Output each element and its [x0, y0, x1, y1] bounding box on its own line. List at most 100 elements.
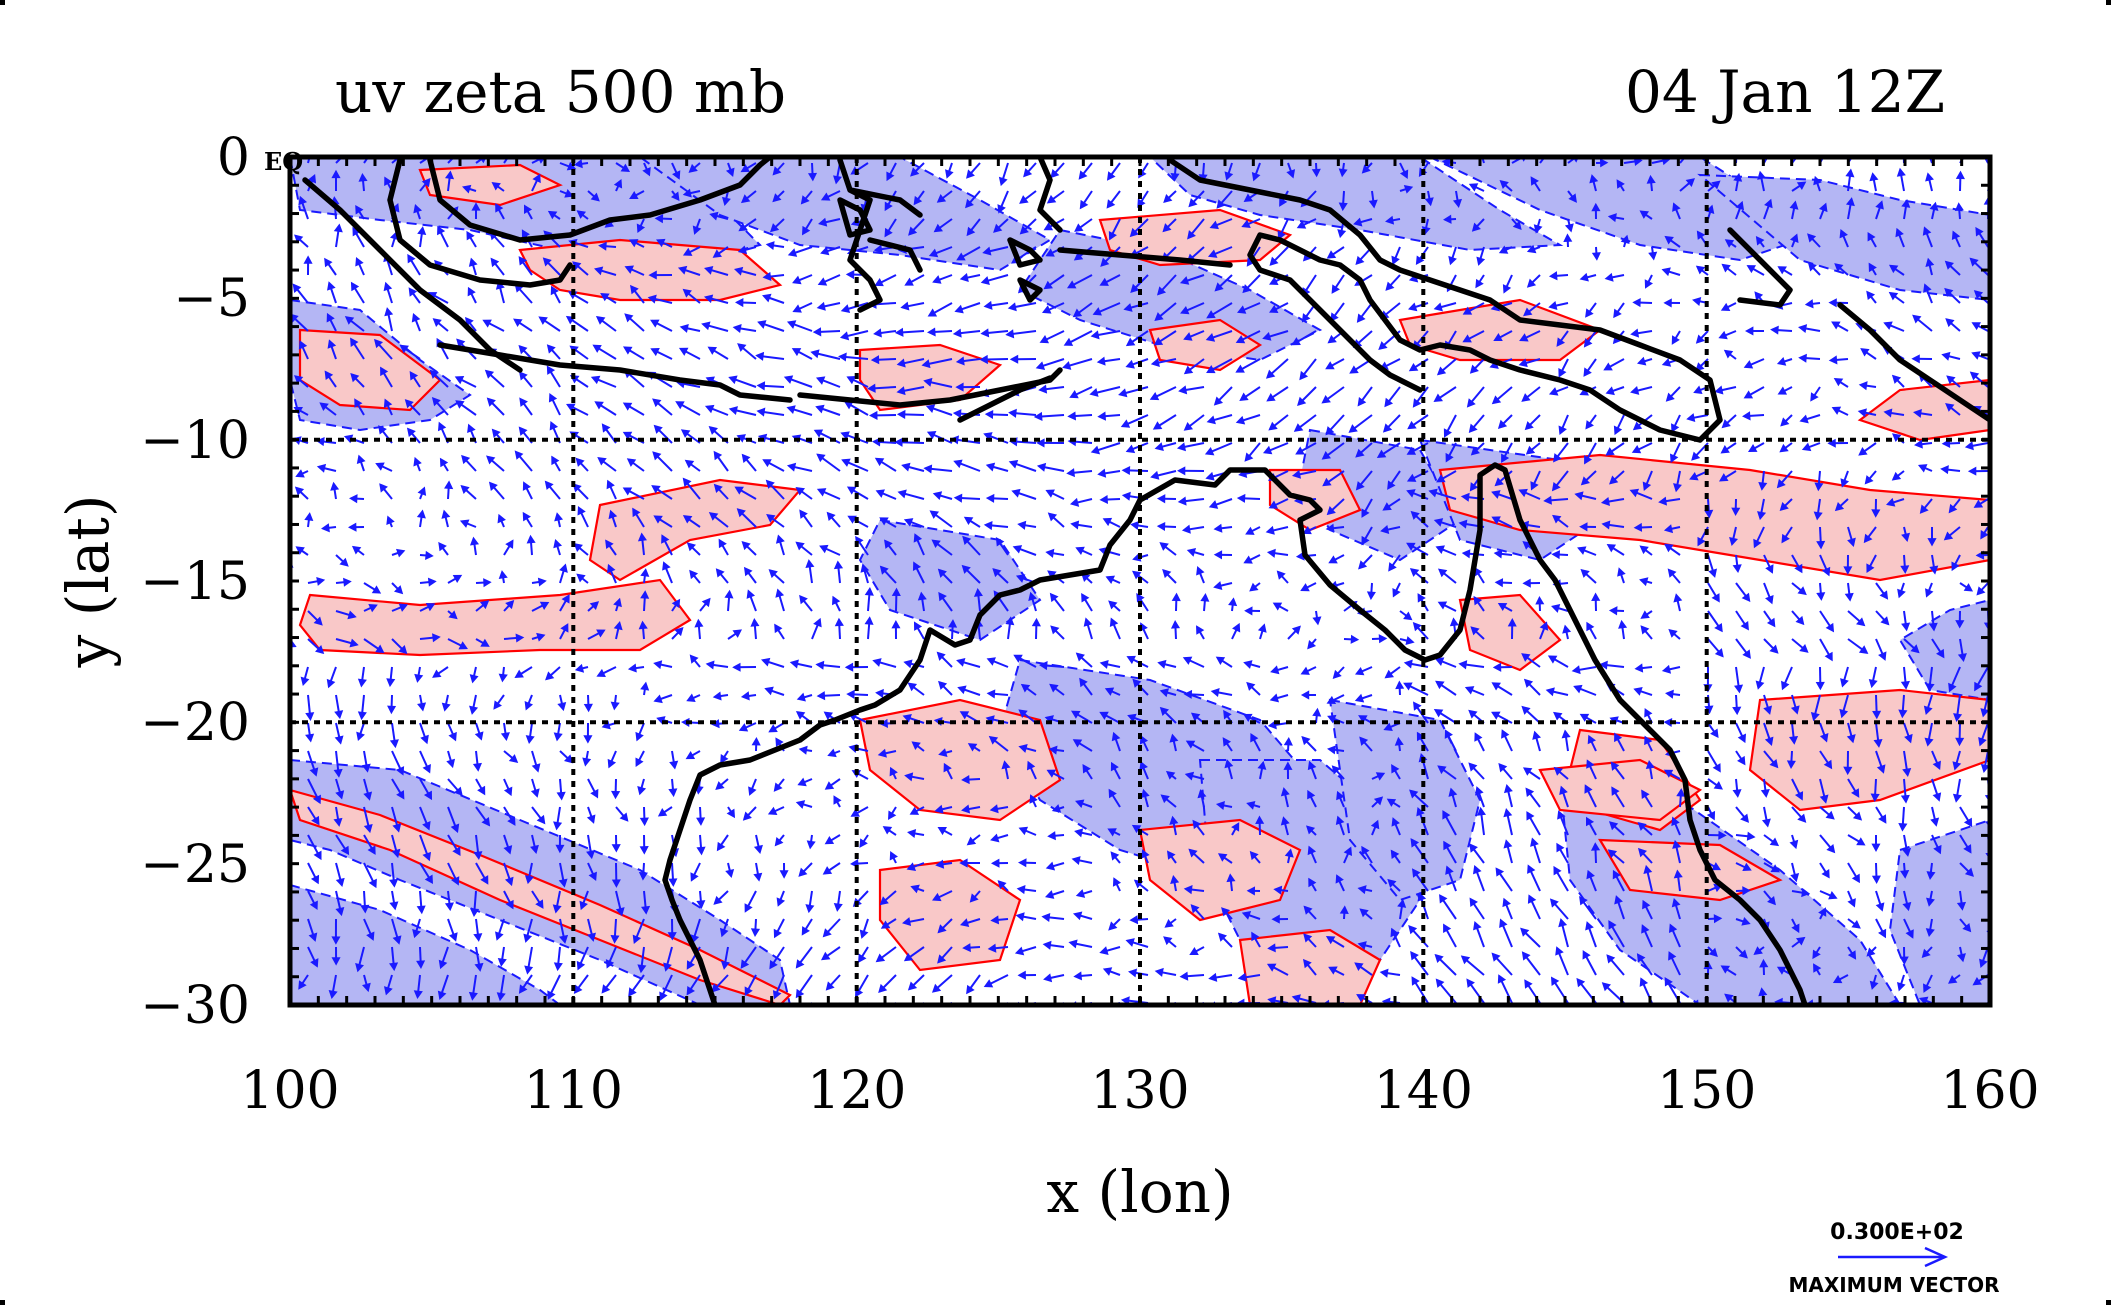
wind-vector-head: [1633, 687, 1643, 696]
wind-vector-head: [945, 169, 954, 179]
wind-vector: [270, 372, 280, 387]
wind-vector-head: [1926, 149, 1932, 155]
wind-vector-head: [1049, 592, 1059, 603]
wind-vector-head: [339, 557, 349, 567]
wind-vector-head: [1073, 251, 1084, 261]
wind-vector-head: [1452, 198, 1463, 208]
wind-vector-head: [1305, 825, 1316, 835]
wind-vector-head: [1737, 755, 1746, 766]
wind-vector-head: [357, 678, 367, 688]
wind-vector-head: [966, 836, 977, 846]
wind-vector-head: [1243, 713, 1253, 722]
wind-vector-head: [1522, 578, 1531, 588]
wind-vector-head: [1026, 760, 1036, 771]
wind-vector-head: [1224, 759, 1234, 769]
wind-vector: [1679, 157, 1687, 164]
wind-vector-head: [1714, 622, 1723, 633]
wind-vector-head: [726, 808, 736, 819]
wind-vector-head: [1858, 447, 1868, 456]
wind-vector: [278, 177, 280, 191]
wind-vector-head: [1571, 665, 1581, 675]
wind-vector-head: [1139, 734, 1149, 745]
wind-vector-head: [522, 511, 531, 522]
wind-vector-head: [1068, 939, 1078, 949]
wind-vector-head: [1183, 885, 1193, 895]
wind-vector-head: [1062, 361, 1072, 370]
wind-vector-head: [959, 711, 970, 720]
wind-vector-head: [1074, 828, 1084, 838]
wind-vector-head: [767, 806, 778, 816]
wind-vector-head: [1521, 951, 1531, 961]
wind-vector-head: [1089, 388, 1099, 397]
wind-vector-head: [601, 423, 611, 433]
wind-vector-head: [1132, 678, 1142, 688]
wind-vector-head: [588, 871, 597, 881]
wind-vector-head: [1556, 337, 1566, 347]
wind-vector-head: [639, 817, 649, 827]
wind-vector-head: [1408, 925, 1418, 935]
wind-vector-head: [966, 169, 975, 179]
wind-vector-head: [1561, 729, 1571, 739]
wind-vector-head: [1929, 565, 1939, 575]
wind-vector-head: [536, 632, 546, 642]
wind-vector-head: [1159, 542, 1169, 551]
wind-vector-head: [1834, 263, 1844, 273]
wind-vector-head: [1799, 643, 1809, 653]
wind-vector-head: [1607, 849, 1618, 859]
wind-vector-head: [1468, 183, 1479, 192]
wind-vector-head: [1491, 682, 1501, 691]
wind-vector-head: [1250, 732, 1259, 743]
wind-vector-head: [1866, 947, 1876, 957]
wind-vector-head: [990, 833, 1000, 843]
wind-vector-head: [350, 337, 359, 347]
wind-vector-head: [1769, 758, 1779, 769]
wind-vector-head: [1354, 962, 1364, 971]
wind-vector-head: [1974, 681, 1983, 692]
coastline-sumatra: [302, 177, 523, 373]
wind-vector-head: [1108, 788, 1117, 799]
wind-vector-head: [1444, 729, 1453, 739]
wind-vector-head: [635, 1014, 640, 1020]
wind-vector-head: [1971, 322, 1981, 331]
wind-vector-head: [1522, 767, 1533, 776]
wind-vector-head: [815, 404, 825, 414]
wind-vector-head: [1475, 278, 1484, 289]
wind-vector-head: [640, 590, 650, 599]
wind-vector-head: [469, 705, 479, 715]
wind-vector-head: [1104, 687, 1115, 696]
wind-vector-head: [1813, 511, 1823, 521]
wind-vector-head: [1349, 365, 1359, 374]
wind-vector-head: [636, 223, 646, 233]
wind-vector-head: [1797, 586, 1807, 596]
wind-vector-head: [1964, 867, 1974, 877]
wind-vector-head: [1123, 303, 1133, 312]
wind-vector-head: [1732, 789, 1742, 798]
wind-vector-head: [1740, 621, 1749, 631]
wind-vector-head: [292, 283, 302, 293]
wind-vector-head: [823, 711, 833, 721]
wind-vector-head: [454, 376, 465, 385]
wind-vector-head: [1433, 393, 1443, 402]
corner-mark: [0, 0, 5, 5]
wind-vector-head: [294, 375, 304, 385]
wind-vector-head: [961, 774, 970, 785]
wind-vector-head: [1307, 789, 1316, 800]
wind-vector-head: [497, 513, 506, 524]
wind-vector-head: [632, 934, 642, 945]
y-tick-label: −25: [140, 835, 250, 895]
wind-vector-head: [1957, 953, 1966, 963]
wind-vector-head: [732, 662, 741, 672]
wind-vector-head: [713, 483, 723, 493]
wind-vector-head: [891, 620, 901, 629]
wind-vector-head: [1301, 313, 1311, 323]
wind-vector-head: [1406, 446, 1417, 455]
wind-vector-head: [696, 900, 706, 909]
wind-vector-head: [414, 673, 424, 683]
wind-vector-head: [1357, 397, 1367, 407]
wind-vector-head: [1063, 337, 1074, 346]
wind-vector-head: [473, 851, 483, 860]
wind-vector-head: [1079, 677, 1088, 688]
wind-vector-head: [1819, 794, 1829, 804]
wind-vector-head: [1897, 981, 1906, 992]
wind-vector-head: [1712, 763, 1721, 773]
